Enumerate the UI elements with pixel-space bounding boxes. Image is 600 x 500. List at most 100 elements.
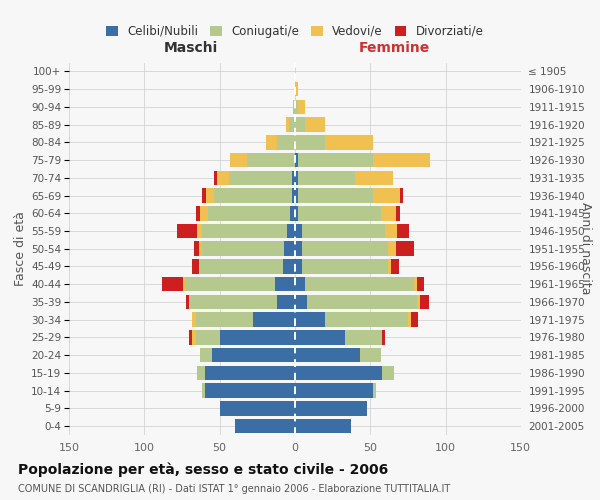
Text: COMUNE DI SCANDRIGLIA (RI) - Dati ISTAT 1° gennaio 2006 - Elaborazione TUTTITALI: COMUNE DI SCANDRIGLIA (RI) - Dati ISTAT … [18, 484, 450, 494]
Bar [196, 330, 220, 344]
Bar [286, 118, 289, 132]
Bar [295, 242, 302, 256]
Bar [220, 401, 295, 415]
Bar [200, 348, 212, 362]
Bar [295, 224, 302, 238]
Bar [373, 188, 400, 203]
Bar [212, 348, 295, 362]
Bar [275, 277, 295, 291]
Bar [292, 188, 295, 203]
Bar [305, 277, 414, 291]
Bar [381, 206, 396, 220]
Bar [344, 330, 382, 344]
Bar [298, 206, 381, 220]
Bar [295, 170, 298, 185]
Bar [206, 188, 214, 203]
Bar [292, 170, 295, 185]
Bar [277, 294, 295, 309]
Bar [196, 206, 200, 220]
Bar [193, 312, 196, 327]
Bar [295, 366, 382, 380]
Bar [295, 348, 359, 362]
Bar [208, 206, 290, 220]
Bar [185, 277, 275, 291]
Bar [388, 242, 396, 256]
Bar [202, 188, 206, 203]
Text: Femmine: Femmine [359, 41, 430, 55]
Bar [295, 384, 373, 398]
Bar [295, 153, 298, 168]
Bar [217, 170, 229, 185]
Bar [385, 224, 397, 238]
Bar [293, 100, 295, 114]
Bar [202, 384, 205, 398]
Bar [302, 259, 388, 274]
Bar [199, 259, 200, 274]
Bar [197, 224, 202, 238]
Bar [325, 312, 408, 327]
Bar [220, 330, 295, 344]
Bar [295, 135, 325, 150]
Bar [247, 153, 295, 168]
Bar [187, 294, 190, 309]
Bar [190, 294, 277, 309]
Text: Maschi: Maschi [164, 41, 218, 55]
Bar [295, 330, 344, 344]
Bar [283, 259, 295, 274]
Bar [214, 188, 292, 203]
Bar [388, 259, 391, 274]
Bar [295, 419, 350, 434]
Bar [373, 384, 376, 398]
Bar [325, 135, 373, 150]
Bar [298, 153, 373, 168]
Bar [202, 224, 287, 238]
Bar [193, 259, 199, 274]
Bar [289, 118, 295, 132]
Bar [417, 294, 420, 309]
Bar [302, 242, 388, 256]
Bar [396, 242, 414, 256]
Bar [295, 277, 305, 291]
Bar [163, 277, 184, 291]
Bar [397, 224, 409, 238]
Bar [298, 170, 355, 185]
Legend: Celibi/Nubili, Coniugati/e, Vedovi/e, Divorziati/e: Celibi/Nubili, Coniugati/e, Vedovi/e, Di… [101, 20, 488, 42]
Text: Popolazione per età, sesso e stato civile - 2006: Popolazione per età, sesso e stato civil… [18, 462, 388, 477]
Bar [355, 170, 393, 185]
Bar [200, 259, 283, 274]
Bar [235, 419, 295, 434]
Bar [295, 188, 298, 203]
Bar [382, 330, 385, 344]
Y-axis label: Fasce di età: Fasce di età [14, 212, 27, 286]
Bar [417, 277, 424, 291]
Bar [200, 206, 208, 220]
Bar [382, 366, 394, 380]
Bar [194, 242, 199, 256]
Bar [284, 242, 295, 256]
Bar [295, 312, 325, 327]
Bar [202, 242, 284, 256]
Bar [298, 188, 373, 203]
Bar [277, 135, 295, 150]
Bar [190, 330, 193, 344]
Bar [205, 384, 295, 398]
Bar [305, 118, 325, 132]
Bar [400, 188, 403, 203]
Bar [373, 153, 430, 168]
Bar [295, 118, 305, 132]
Y-axis label: Anni di nascita: Anni di nascita [579, 202, 592, 295]
Bar [193, 330, 196, 344]
Bar [290, 206, 295, 220]
Bar [287, 224, 295, 238]
Bar [295, 401, 367, 415]
Bar [295, 82, 298, 96]
Bar [266, 135, 277, 150]
Bar [205, 366, 295, 380]
Bar [414, 277, 417, 291]
Bar [196, 312, 253, 327]
Bar [199, 242, 202, 256]
Bar [230, 153, 247, 168]
Bar [298, 100, 305, 114]
Bar [178, 224, 197, 238]
Bar [420, 294, 429, 309]
